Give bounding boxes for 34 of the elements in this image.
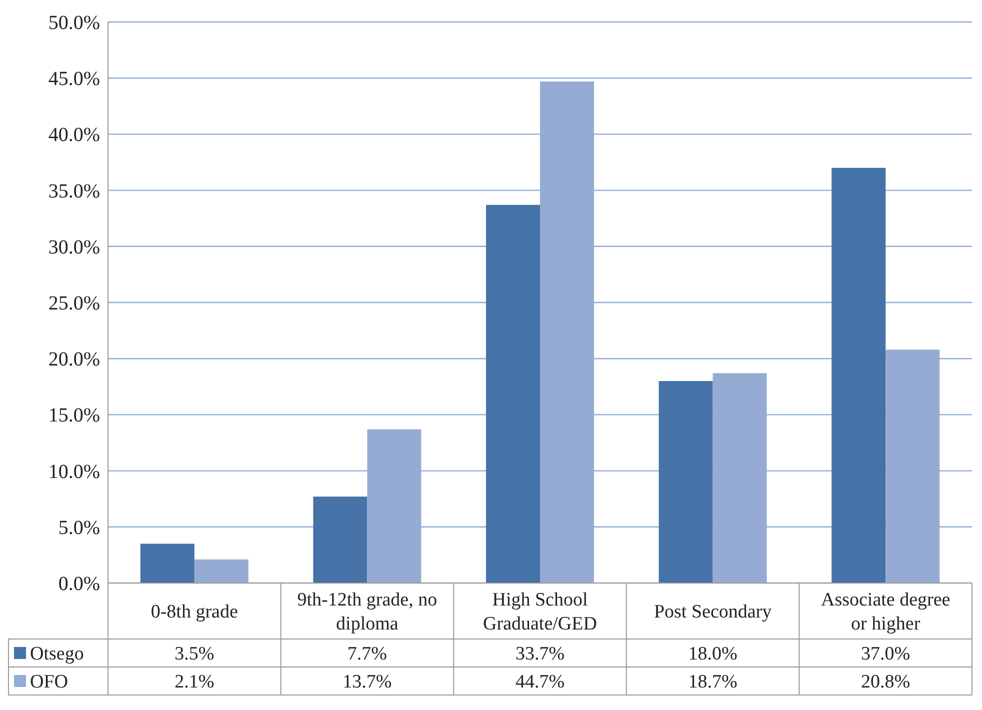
data-label: 3.5%: [174, 644, 214, 665]
y-tick-label: 35.0%: [48, 180, 100, 202]
data-label: 18.0%: [688, 644, 738, 665]
x-tick-label: Associate degree or higher: [820, 590, 950, 635]
y-tick-label: 40.0%: [48, 124, 100, 146]
y-tick-label: 0.0%: [58, 573, 100, 595]
y-tick-label: 45.0%: [48, 68, 100, 90]
bar: [140, 544, 194, 583]
legend-label: Otsego: [30, 644, 84, 665]
data-label: 7.7%: [347, 644, 388, 665]
data-label: 18.7%: [688, 672, 738, 693]
data-label: 33.7%: [515, 644, 565, 665]
y-tick-label: 25.0%: [48, 292, 100, 314]
x-tick-label: High School Graduate/GED: [483, 590, 597, 635]
data-label: 2.1%: [174, 672, 214, 693]
x-tick-label: 9th-12th grade, no diploma: [297, 590, 438, 635]
x-tick-label: Post Secondary: [654, 602, 772, 623]
legend-label: OFO: [30, 672, 68, 693]
bar: [313, 496, 368, 583]
y-tick-label: 30.0%: [48, 236, 100, 258]
y-tick-label: 15.0%: [48, 404, 100, 427]
bar: [832, 168, 886, 583]
data-label: 20.8%: [861, 672, 910, 693]
y-tick-label: 5.0%: [58, 516, 100, 539]
data-label: 37.0%: [861, 644, 910, 665]
y-tick-label: 20.0%: [48, 348, 100, 371]
x-tick-label: 0-8th grade: [150, 602, 238, 623]
bar: [658, 381, 713, 583]
data-label: 13.7%: [342, 672, 392, 693]
bar: [194, 559, 248, 583]
y-tick-label: 50.0%: [48, 12, 100, 34]
bar: [486, 204, 540, 583]
y-tick-label: 10.0%: [48, 460, 100, 483]
data-label: 44.7%: [515, 672, 565, 693]
